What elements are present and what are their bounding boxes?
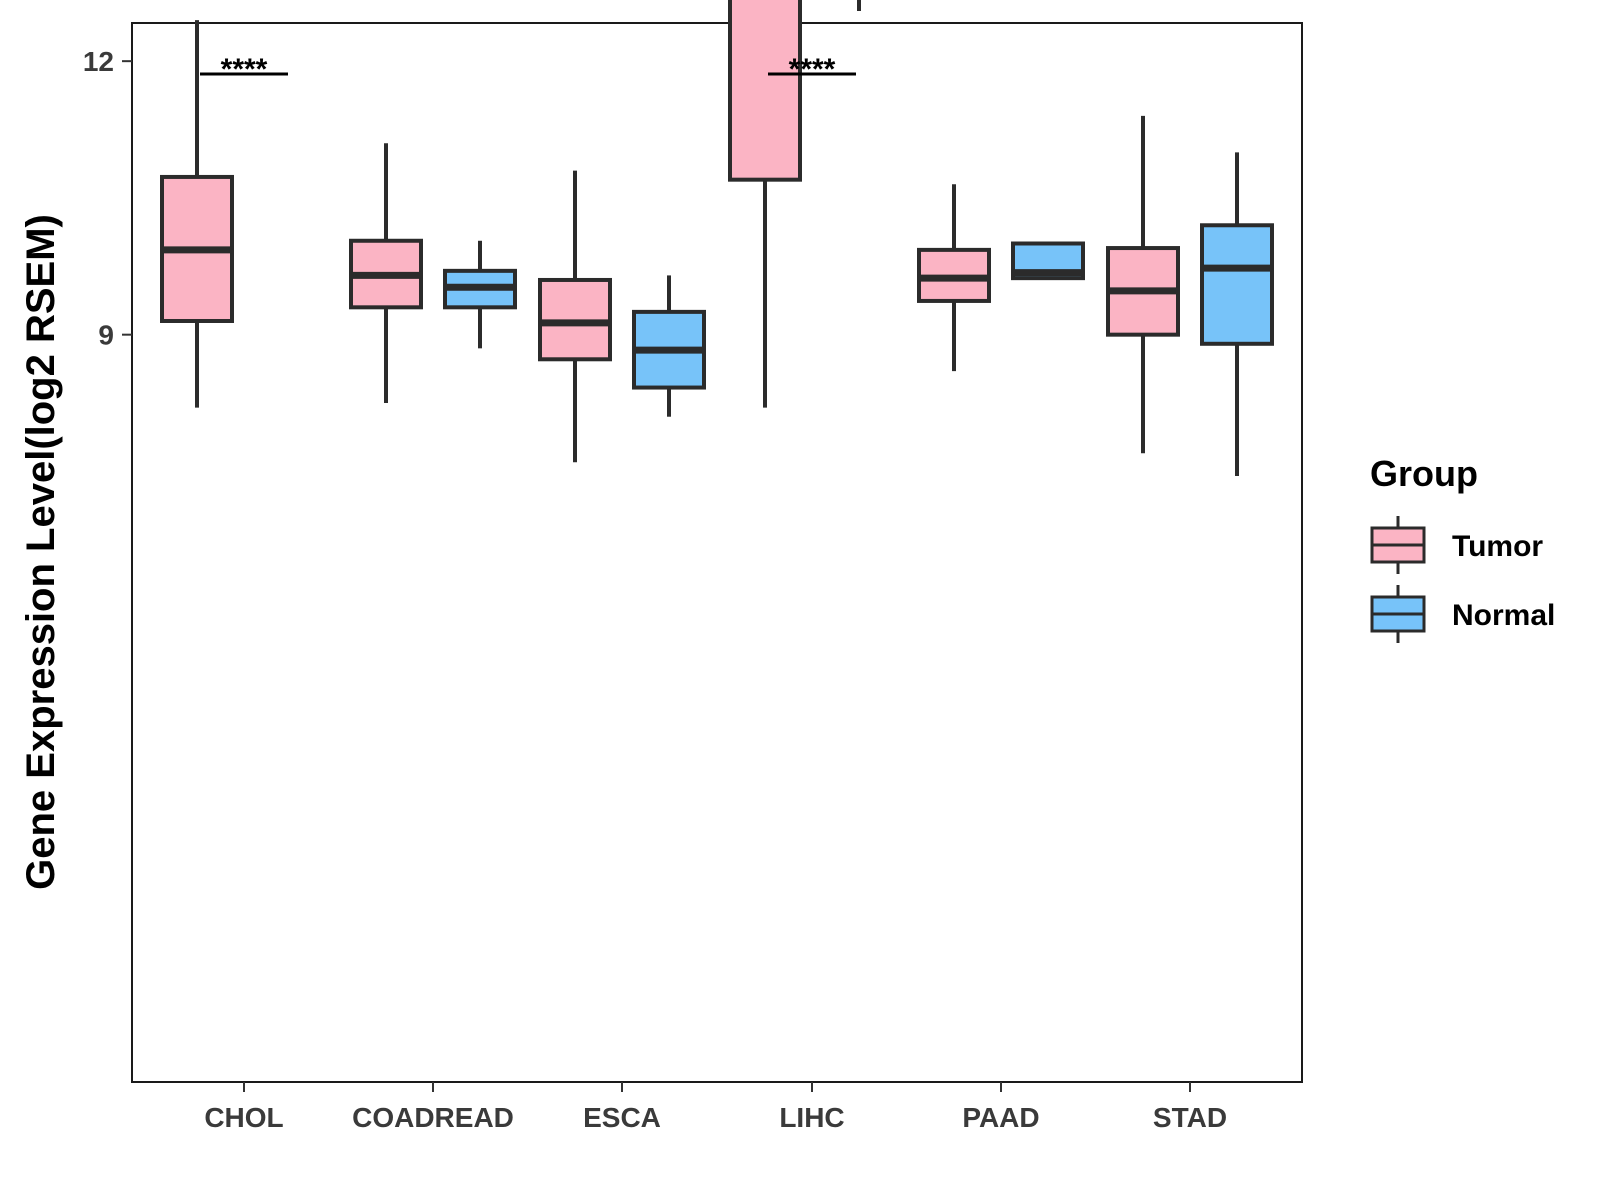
significance-annotations: **** **** xyxy=(200,53,856,86)
y-axis-title: Gene Expression Level(log2 RSEM) xyxy=(19,214,63,890)
x-tick-label: LIHC xyxy=(779,1102,844,1133)
significance-chol: **** xyxy=(200,53,288,86)
box-tumor-coadread xyxy=(349,143,423,404)
significance-label: **** xyxy=(789,53,836,86)
significance-label: **** xyxy=(221,53,268,86)
box-iqr xyxy=(728,0,802,182)
box-normal-paad xyxy=(1011,241,1085,281)
box-iqr xyxy=(1200,223,1274,346)
box-tumor-esca xyxy=(538,170,612,463)
x-tick-label: COADREAD xyxy=(352,1102,514,1133)
y-tick-label: 9 xyxy=(98,320,114,351)
legend-entry-tumor: Tumor xyxy=(1370,516,1543,574)
box-series xyxy=(160,0,1274,476)
box-tumor-paad xyxy=(917,184,991,372)
series-normal xyxy=(443,0,1274,476)
series-tumor xyxy=(160,0,1180,463)
box-tumor-stad xyxy=(1106,115,1180,454)
legend-label-tumor: Tumor xyxy=(1452,530,1543,563)
legend-label-normal: Normal xyxy=(1452,599,1555,632)
box-tumor-lihc xyxy=(728,0,802,408)
y-tick-label: 12 xyxy=(83,46,114,77)
box-normal-stad xyxy=(1200,152,1274,476)
legend-entry-normal: Normal xyxy=(1370,585,1555,643)
plot-area xyxy=(131,22,1303,1083)
significance-lihc: **** xyxy=(768,53,856,86)
x-tick-label: CHOL xyxy=(204,1102,283,1133)
legend-title: Group xyxy=(1370,453,1478,494)
legend: Group Tumor Normal xyxy=(1370,453,1555,643)
x-tick-label: STAD xyxy=(1153,1102,1227,1133)
axes: 9121518CHOLCOADREADESCALIHCPAADSTAD xyxy=(83,46,1227,1133)
box-normal-coadread xyxy=(443,240,517,349)
box-tumor-chol xyxy=(160,20,234,408)
plot-panel xyxy=(131,22,1303,1083)
x-tick-label: PAAD xyxy=(962,1102,1039,1133)
box-normal-esca xyxy=(632,275,706,417)
x-tick-label: ESCA xyxy=(583,1102,661,1133)
box-normal-lihc xyxy=(857,0,861,12)
